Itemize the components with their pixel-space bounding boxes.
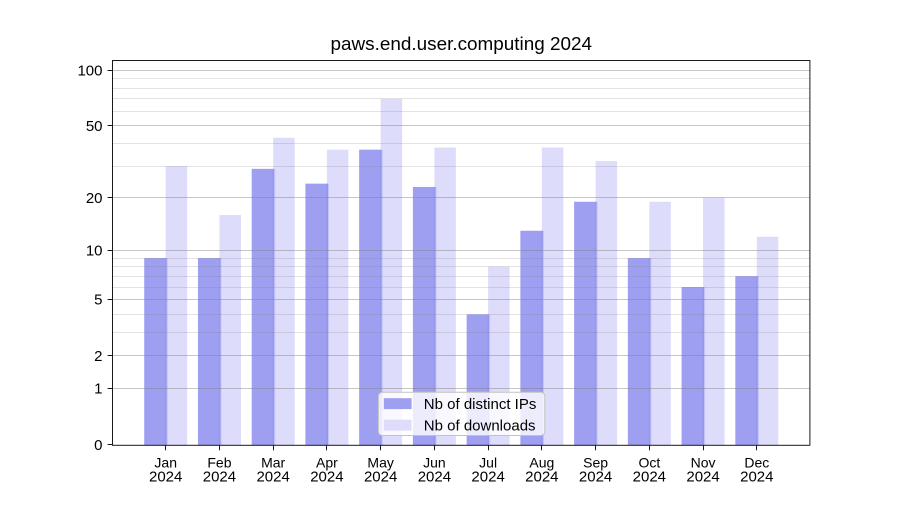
svg-text:Nov: Nov bbox=[691, 455, 716, 471]
svg-text:100: 100 bbox=[77, 62, 102, 79]
svg-text:20: 20 bbox=[86, 190, 103, 207]
svg-text:2: 2 bbox=[94, 348, 102, 365]
svg-text:Jul: Jul bbox=[479, 455, 497, 471]
svg-text:0: 0 bbox=[94, 437, 102, 454]
svg-text:Jan: Jan bbox=[154, 455, 177, 471]
svg-text:1: 1 bbox=[94, 381, 102, 398]
svg-text:2024: 2024 bbox=[579, 469, 612, 486]
svg-text:2024: 2024 bbox=[740, 469, 773, 486]
svg-text:2024: 2024 bbox=[149, 469, 182, 486]
svg-text:2024: 2024 bbox=[256, 469, 289, 486]
svg-text:2024: 2024 bbox=[686, 469, 719, 486]
svg-text:2024: 2024 bbox=[310, 469, 343, 486]
svg-text:Dec: Dec bbox=[744, 455, 769, 471]
svg-text:May: May bbox=[367, 455, 393, 471]
svg-text:2024: 2024 bbox=[418, 469, 451, 486]
svg-text:Apr: Apr bbox=[316, 455, 338, 471]
svg-text:Nb of downloads: Nb of downloads bbox=[424, 417, 536, 434]
svg-text:Aug: Aug bbox=[529, 455, 554, 471]
svg-text:2024: 2024 bbox=[633, 469, 666, 486]
svg-text:Oct: Oct bbox=[638, 455, 660, 471]
svg-text:10: 10 bbox=[86, 242, 103, 259]
svg-text:paws.end.user.computing 2024: paws.end.user.computing 2024 bbox=[331, 34, 593, 55]
svg-text:2024: 2024 bbox=[364, 469, 397, 486]
svg-text:50: 50 bbox=[86, 118, 103, 135]
svg-text:2024: 2024 bbox=[525, 469, 558, 486]
svg-text:Jun: Jun bbox=[423, 455, 446, 471]
svg-text:2024: 2024 bbox=[471, 469, 504, 486]
svg-text:Nb of distinct IPs: Nb of distinct IPs bbox=[424, 396, 537, 413]
svg-text:Mar: Mar bbox=[261, 455, 285, 471]
svg-text:5: 5 bbox=[94, 292, 102, 309]
svg-text:2024: 2024 bbox=[203, 469, 236, 486]
svg-text:Feb: Feb bbox=[207, 455, 231, 471]
svg-text:Sep: Sep bbox=[583, 455, 608, 471]
